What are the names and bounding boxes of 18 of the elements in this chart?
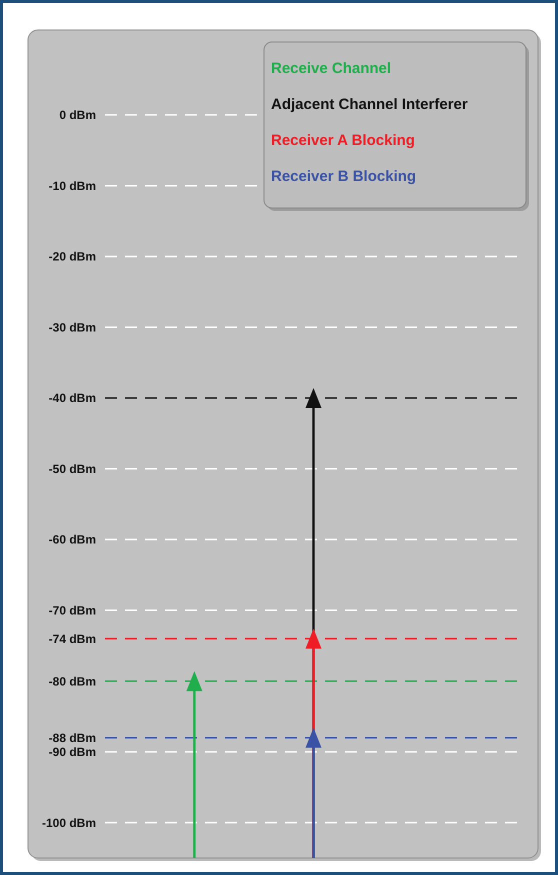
y-tick-label: -90 dBm bbox=[48, 745, 96, 760]
y-tick-label: -20 dBm bbox=[48, 250, 96, 264]
point bbox=[306, 388, 322, 408]
y-tick-label: -100 dBm bbox=[42, 816, 96, 830]
y-tick-label: -80 dBm bbox=[48, 674, 96, 688]
point bbox=[306, 628, 322, 649]
point bbox=[306, 728, 322, 748]
y-tick-label: -74 dBm bbox=[48, 632, 96, 646]
y-tick-label: -50 dBm bbox=[48, 462, 96, 476]
y-tick-label: -70 dBm bbox=[48, 604, 96, 618]
label-box: Receive Channel Adjacent Channel Interferer Receiver A Blocking Receiver B Blocking bbox=[264, 42, 529, 211]
point bbox=[186, 671, 202, 692]
y-tick-label: -60 dBm bbox=[48, 532, 96, 547]
y-tick-label: -10 dBm bbox=[48, 178, 96, 193]
y-tick-label: -30 dBm bbox=[48, 320, 96, 334]
y-tick-label: -88 dBm bbox=[48, 730, 96, 745]
y-tick-label: -40 dBm bbox=[48, 391, 96, 406]
y-tick-label: 0 dBm bbox=[59, 108, 96, 122]
